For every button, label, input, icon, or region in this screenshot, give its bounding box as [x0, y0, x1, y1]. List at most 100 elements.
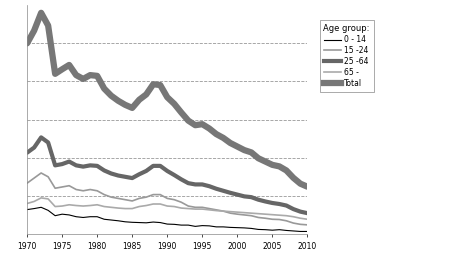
- 25 -64: [206, 185, 212, 188]
- Total: [164, 96, 170, 99]
- Total: [213, 133, 219, 136]
- 25 -64: [304, 212, 309, 215]
- 15 -24: [290, 222, 295, 225]
- Total: [80, 77, 86, 81]
- 15 -24: [157, 193, 163, 196]
- 65 -: [241, 211, 247, 214]
- 15 -24: [283, 219, 289, 222]
- 0 - 14: [164, 223, 170, 226]
- 0 - 14: [213, 225, 219, 229]
- 65 -: [46, 197, 51, 200]
- Total: [227, 141, 233, 145]
- 15 -24: [24, 181, 30, 185]
- 0 - 14: [157, 221, 163, 224]
- Total: [283, 169, 289, 172]
- Total: [262, 160, 267, 163]
- 25 -64: [122, 175, 128, 178]
- 25 -64: [80, 165, 86, 168]
- 0 - 14: [115, 219, 121, 222]
- 65 -: [60, 204, 65, 207]
- 15 -24: [276, 218, 281, 221]
- Line: Total: Total: [27, 13, 307, 187]
- Total: [87, 74, 93, 77]
- 0 - 14: [171, 223, 177, 226]
- 25 -64: [164, 170, 170, 173]
- 0 - 14: [304, 230, 309, 233]
- Total: [115, 99, 121, 102]
- 25 -64: [46, 141, 51, 144]
- 0 - 14: [220, 225, 226, 229]
- 0 - 14: [143, 221, 149, 224]
- 25 -64: [24, 151, 30, 154]
- 25 -64: [276, 203, 281, 206]
- Total: [143, 93, 149, 96]
- 25 -64: [52, 164, 58, 167]
- 65 -: [206, 208, 212, 211]
- 15 -24: [74, 188, 79, 191]
- 0 - 14: [74, 215, 79, 218]
- 15 -24: [213, 208, 219, 211]
- 15 -24: [66, 184, 72, 187]
- Total: [276, 165, 281, 168]
- 15 -24: [178, 201, 184, 204]
- 65 -: [178, 206, 184, 210]
- 0 - 14: [60, 213, 65, 216]
- 65 -: [185, 207, 191, 210]
- 15 -24: [143, 196, 149, 199]
- 65 -: [297, 217, 303, 220]
- Total: [178, 111, 184, 114]
- Total: [297, 182, 303, 185]
- 0 - 14: [46, 209, 51, 212]
- 15 -24: [241, 213, 247, 217]
- 25 -64: [38, 136, 44, 139]
- 25 -64: [199, 183, 205, 186]
- 65 -: [52, 205, 58, 208]
- 0 - 14: [227, 226, 233, 229]
- Total: [255, 157, 261, 160]
- 25 -64: [150, 164, 156, 167]
- 25 -64: [143, 170, 149, 173]
- Line: 0 - 14: 0 - 14: [27, 207, 307, 231]
- 0 - 14: [94, 215, 100, 218]
- 25 -64: [171, 173, 177, 177]
- 0 - 14: [24, 208, 30, 211]
- Total: [269, 163, 275, 166]
- 25 -64: [129, 177, 135, 180]
- 0 - 14: [136, 221, 142, 224]
- 25 -64: [192, 183, 198, 186]
- 15 -24: [297, 223, 303, 226]
- 65 -: [234, 211, 239, 214]
- 65 -: [74, 204, 79, 207]
- 15 -24: [255, 216, 261, 219]
- 15 -24: [80, 189, 86, 192]
- 0 - 14: [32, 207, 37, 210]
- 0 - 14: [108, 218, 114, 222]
- 15 -24: [262, 217, 267, 220]
- 15 -24: [101, 193, 107, 196]
- Line: 65 -: 65 -: [27, 198, 307, 219]
- 15 -24: [171, 198, 177, 201]
- 0 - 14: [101, 218, 107, 221]
- 0 - 14: [241, 226, 247, 230]
- Total: [60, 68, 65, 71]
- Total: [66, 63, 72, 67]
- 65 -: [87, 204, 93, 207]
- 25 -64: [101, 169, 107, 172]
- 65 -: [269, 213, 275, 216]
- 65 -: [304, 218, 309, 221]
- 25 -64: [283, 204, 289, 207]
- Total: [304, 185, 309, 188]
- Total: [206, 127, 212, 130]
- Total: [32, 29, 37, 32]
- Total: [108, 94, 114, 97]
- 15 -24: [304, 223, 309, 226]
- 65 -: [248, 212, 253, 215]
- 65 -: [24, 202, 30, 205]
- Total: [46, 24, 51, 27]
- Total: [101, 87, 107, 90]
- Total: [129, 106, 135, 109]
- 0 - 14: [255, 228, 261, 231]
- 65 -: [80, 204, 86, 207]
- Total: [220, 136, 226, 139]
- Total: [248, 151, 253, 154]
